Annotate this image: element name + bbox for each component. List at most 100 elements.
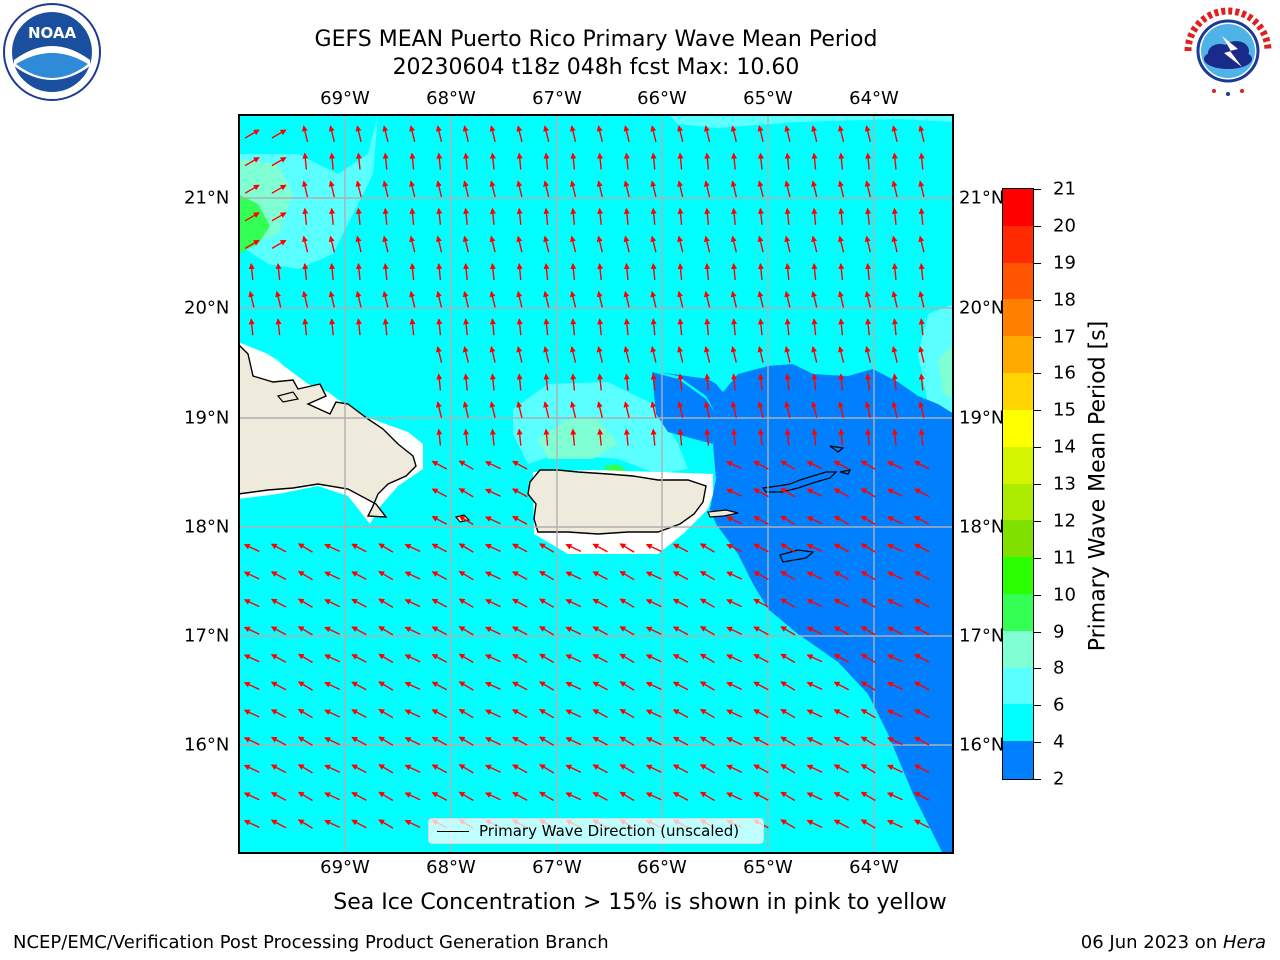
wave-direction-arrow [592,598,608,608]
wave-direction-arrow [597,263,604,281]
wave-direction-arrow [512,598,528,608]
wave-direction-arrow [539,626,555,636]
wave-direction-arrow [780,819,796,829]
wave-direction-arrow [784,373,791,391]
wave-direction-arrow [914,515,930,525]
wave-direction-arrow [243,681,260,691]
wave-direction-arrow [833,571,850,581]
wave-direction-arrow [753,764,769,774]
wave-direction-arrow [891,125,898,142]
wave-direction-arrow [860,653,876,664]
wave-direction-arrow [886,461,903,470]
wave-direction-arrow [865,373,872,391]
wave-direction-arrow [351,736,367,746]
wave-direction-arrow [512,681,528,691]
colorbar-tick-mark [1034,225,1041,227]
wave-direction-arrow [811,318,818,336]
wave-direction-arrow [324,599,340,608]
wave-direction-arrow [302,152,309,170]
colorbar-tick-mark [1034,447,1041,449]
wave-direction-arrow [458,736,474,746]
wave-direction-arrow [757,152,764,170]
lon-tick-top: 69°W [320,88,370,109]
wave-direction-arrow [645,571,662,580]
wave-direction-arrow [431,515,448,525]
lat-tick-right: 16°N [959,734,1005,756]
wave-direction-arrow [458,653,474,664]
wave-direction-arrow [703,125,711,142]
wave-direction-arrow [886,764,903,773]
wave-direction-arrow [355,207,362,225]
wave-direction-arrow [351,764,367,774]
wave-direction-arrow [784,401,791,418]
wave-direction-arrow [324,709,340,718]
wave-direction-arrow [837,401,845,418]
wave-direction-arrow [860,543,876,553]
wave-direction-arrow [645,599,662,608]
wave-direction-arrow [565,681,582,691]
lat-tick-left: 19°N [184,407,230,429]
wave-direction-arrow [243,764,260,773]
wave-direction-arrow [512,488,528,498]
wave-direction-arrow [378,598,394,608]
colorbar-tick-mark [1034,668,1041,670]
wave-direction-arrow [512,736,528,746]
wave-direction-arrow [757,318,764,336]
wave-direction-arrow [731,318,738,336]
wave-direction-arrow [865,263,872,281]
wave-direction-arrow [860,791,876,802]
wave-direction-arrow [597,152,604,170]
wave-direction-arrow [355,318,362,336]
wave-direction-arrow [244,156,260,167]
wave-direction-arrow [914,819,930,829]
footer-machine: Hera [1222,932,1266,953]
wave-direction-arrow [864,235,871,253]
wave-direction-arrow [516,373,523,391]
wave-direction-arrow [677,125,684,142]
wave-direction-arrow [570,207,577,225]
wave-direction-arrow [565,571,582,580]
wave-direction-arrow [409,235,416,253]
wave-direction-arrow [458,791,474,802]
footer-branch: NCEP/EMC/Verification Post Processing Pr… [13,932,609,953]
wave-direction-arrow [569,125,577,142]
colorbar-segment [1003,189,1033,227]
wave-direction-arrow [458,626,474,636]
wave-direction-arrow [833,736,850,746]
wave-direction-arrow [569,346,577,363]
wave-direction-arrow [699,791,715,802]
wave-direction-arrow [489,235,496,253]
wave-direction-arrow [726,681,742,691]
wave-direction-arrow [543,207,550,225]
wave-direction-arrow [833,819,850,829]
wave-direction-arrow [780,626,796,636]
national-weather-service-logo [1181,4,1275,98]
wave-direction-arrow [484,764,501,773]
wave-direction-arrow [704,263,711,281]
wave-direction-arrow [757,125,764,142]
wave-direction-arrow [324,654,340,663]
wave-direction-arrow [329,318,336,336]
wave-direction-arrow [806,516,823,525]
wave-direction-arrow [864,180,871,198]
wave-direction-arrow [865,152,872,170]
wave-direction-arrow [404,764,421,773]
wave-direction-arrow [489,346,496,363]
wave-direction-arrow [838,152,845,170]
wave-direction-arrow [677,152,684,170]
wave-direction-arrow [645,681,662,691]
wave-direction-arrow [271,156,287,167]
chart-subtitle: 20230604 t18z 048h fcst Max: 10.60 [392,55,800,80]
wave-direction-arrow [404,792,421,801]
hispaniola-land [276,391,300,403]
wave-direction-arrow [484,709,501,718]
wave-direction-arrow [886,681,903,691]
wave-direction-arrow [811,235,818,253]
wave-direction-arrow [650,346,657,363]
wave-direction-arrow [891,207,898,225]
wave-direction-arrow [592,653,608,663]
wave-direction-arrow [565,709,582,718]
lon-tick-bottom: 65°W [743,857,793,878]
wave-direction-arrow [731,207,738,225]
wave-direction-arrow [699,570,715,581]
